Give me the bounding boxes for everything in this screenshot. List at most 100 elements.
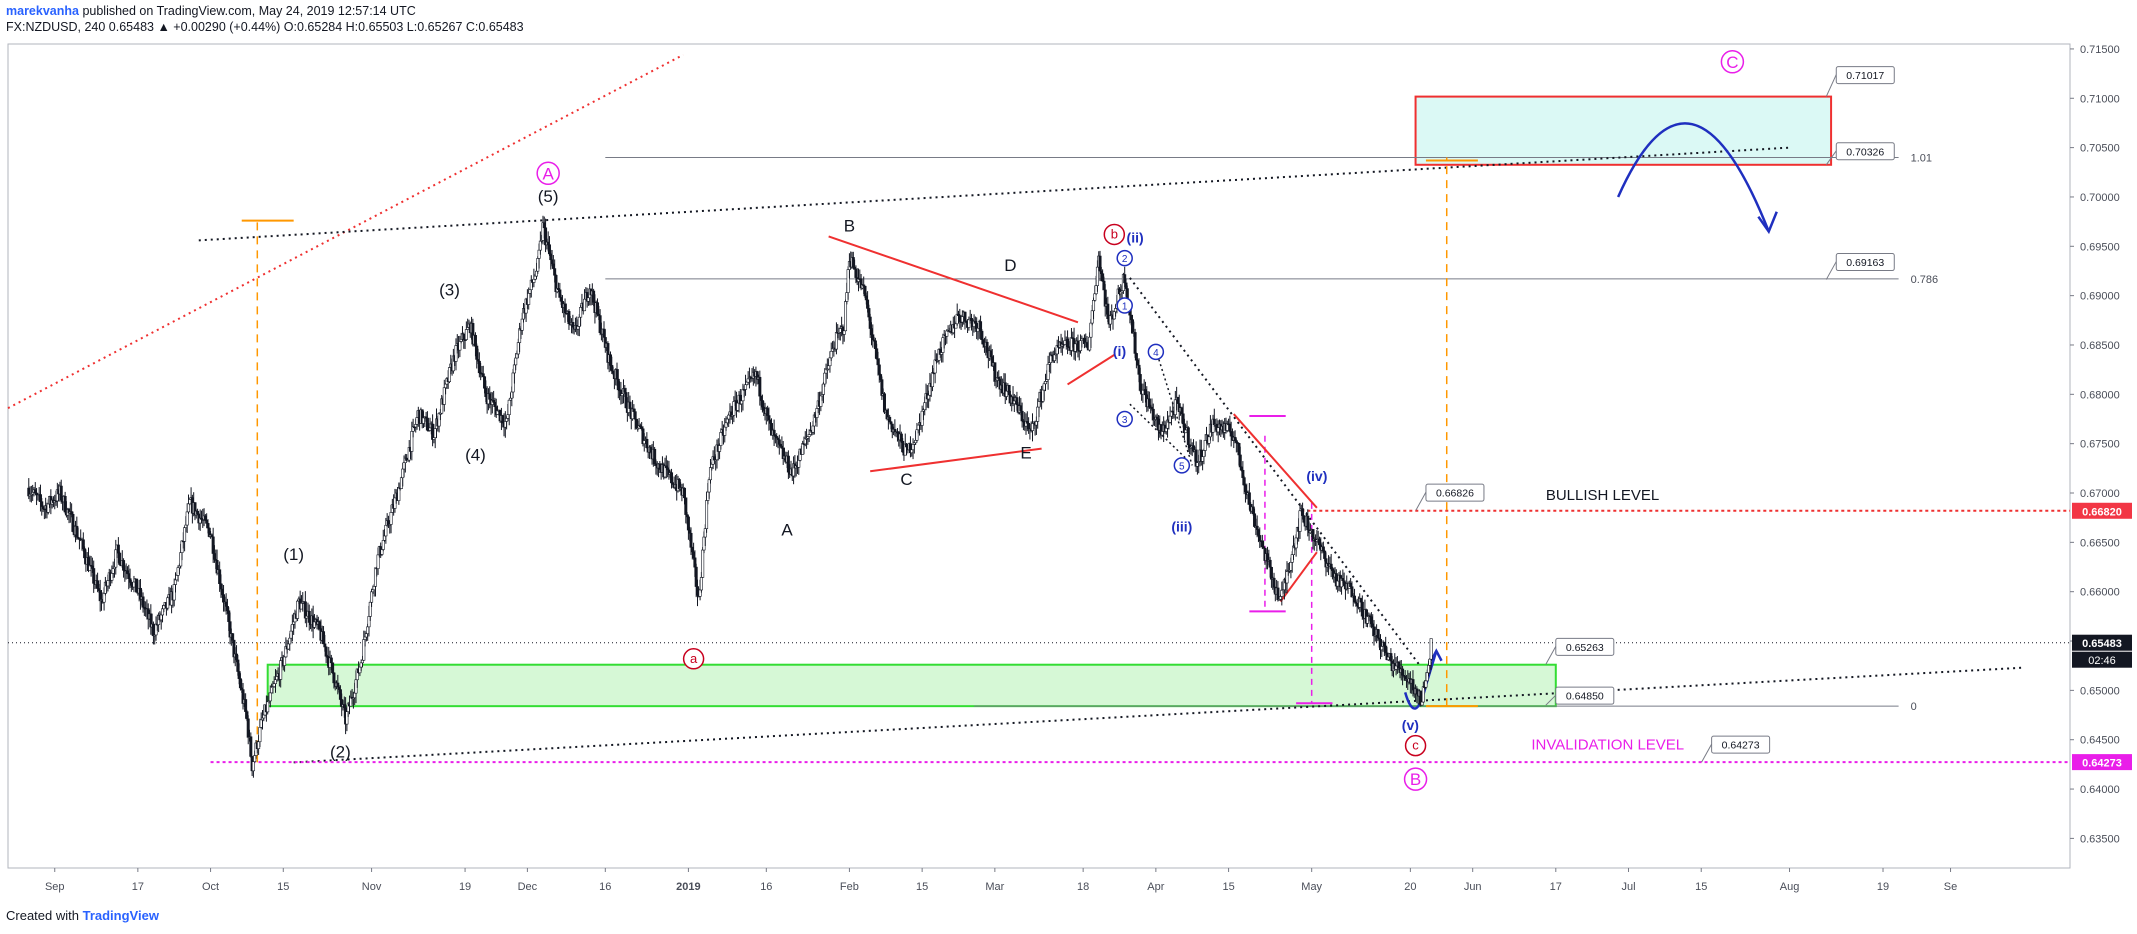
candle-body [249, 736, 253, 757]
wave-iv-upper [1233, 413, 1318, 509]
candle-body [1092, 299, 1096, 312]
bounce-arrowhead [1430, 648, 1443, 662]
price-tick-label: 0.66000 [2080, 587, 2120, 599]
plot-area [7, 43, 2071, 869]
candle-body [1424, 680, 1428, 688]
wave-label: (1) [283, 545, 304, 564]
candle-body [719, 432, 723, 446]
time-tick-label: Mar [985, 881, 1004, 893]
candle-body [1268, 559, 1272, 568]
callout-label: 0.64850 [1566, 691, 1604, 703]
circled-label: C [1726, 53, 1738, 72]
symbol-summary: FX:NZDUSD, 240 0.65483 ▲ +0.00290 (+0.44… [6, 20, 524, 34]
candles [27, 215, 1433, 778]
price-tick-label: 0.69500 [2080, 241, 2120, 253]
price-tick-label: 0.64000 [2080, 784, 2120, 796]
time-tick-label: Apr [1147, 881, 1164, 893]
wave-label: (iii) [1171, 518, 1192, 534]
candle-body [701, 549, 705, 578]
candle-body [231, 633, 235, 641]
candle-body [1151, 408, 1155, 421]
candle-body [244, 699, 248, 712]
candle-body [464, 329, 468, 340]
candle-body [807, 434, 811, 437]
time-tick-label: Nov [362, 881, 382, 893]
callout-box [1425, 483, 1485, 502]
wave-label: E [1020, 443, 1031, 462]
callout-pointer [1545, 694, 1557, 706]
circled-label-ring [1103, 223, 1126, 246]
time-tick-label: 16 [760, 881, 772, 893]
price-tick-label: 0.63500 [2080, 833, 2120, 845]
candle-body [1258, 535, 1262, 541]
wave-label: INVALIDATION LEVEL [1531, 737, 1684, 754]
circled-label-ring [1720, 50, 1745, 74]
price-tick-label: 0.68500 [2080, 340, 2120, 352]
callout-label: 0.64273 [1722, 740, 1760, 752]
price-badge [2072, 634, 2132, 651]
created-with-text: Created with [6, 908, 83, 923]
candle-body [174, 579, 178, 585]
price-tick-label: 0.69000 [2080, 291, 2120, 303]
time-tick-label: Feb [840, 881, 859, 893]
candle-body [777, 439, 781, 445]
lower-trendline [293, 666, 2024, 764]
time-tick-label: 17 [1550, 881, 1562, 893]
circled-label-ring [1116, 410, 1133, 428]
time-tick-label: Oct [202, 881, 219, 893]
price-tick-label: 0.71000 [2080, 93, 2120, 105]
price-badge-label: 0.66820 [2082, 506, 2122, 518]
price-badge-label: 0.65483 [2082, 638, 2122, 650]
wave-label: (2) [330, 742, 351, 761]
candle-body [844, 301, 848, 332]
circled-label-ring [1173, 457, 1191, 474]
candle-body [251, 761, 255, 772]
callout-label: 0.65263 [1566, 642, 1604, 654]
candle-body [767, 415, 771, 421]
circled-label: B [1410, 770, 1421, 789]
callout-label: 0.71017 [1846, 70, 1884, 82]
callout-pointer [1701, 743, 1713, 763]
callout-box [1711, 735, 1771, 754]
time-tick-label: May [1301, 881, 1322, 893]
candle-body [889, 421, 893, 425]
callout-pointer [1825, 74, 1837, 97]
candle-body [1186, 427, 1190, 446]
time-tick-label: 15 [916, 881, 928, 893]
candle-body [331, 662, 335, 674]
candle-body [963, 311, 967, 322]
candle-body [1238, 454, 1242, 468]
wave-channel [1129, 403, 1188, 460]
projected-path-arrowhead [1757, 211, 1778, 235]
countdown-badge [2072, 651, 2132, 668]
candle-body [135, 578, 139, 593]
candle-body [1255, 525, 1259, 530]
price-badge [2072, 502, 2132, 519]
countdown-label: 02:46 [2088, 655, 2116, 667]
candle-body [1203, 440, 1207, 451]
candle-body [1298, 510, 1302, 532]
circled-label: 5 [1179, 461, 1185, 472]
time-tick-label: 15 [1222, 881, 1234, 893]
fib-level-label: 0 [1911, 701, 1917, 713]
circled-label-ring [536, 161, 560, 186]
callout-box [1835, 142, 1895, 161]
circled-label: b [1111, 226, 1118, 241]
price-tick-label: 0.67500 [2080, 439, 2120, 451]
time-tick-label: 2019 [676, 881, 700, 893]
circled-label: 2 [1122, 254, 1128, 265]
price-tick-label: 0.70500 [2080, 143, 2120, 155]
candle-body [842, 330, 846, 335]
callout-pointer [1825, 150, 1837, 166]
triangle-lower [870, 447, 1042, 473]
candle-body [1360, 601, 1364, 617]
callout-label: 0.66826 [1436, 488, 1474, 500]
time-tick-label: 19 [459, 881, 471, 893]
candle-body [705, 500, 709, 529]
price-tick-label: 0.67000 [2080, 488, 2120, 500]
author-link[interactable]: marekvanha [6, 4, 79, 18]
circled-label-ring [1404, 734, 1427, 757]
header-published: marekvanha published on TradingView.com,… [6, 4, 416, 18]
tradingview-logo[interactable]: TradingView [82, 908, 159, 923]
